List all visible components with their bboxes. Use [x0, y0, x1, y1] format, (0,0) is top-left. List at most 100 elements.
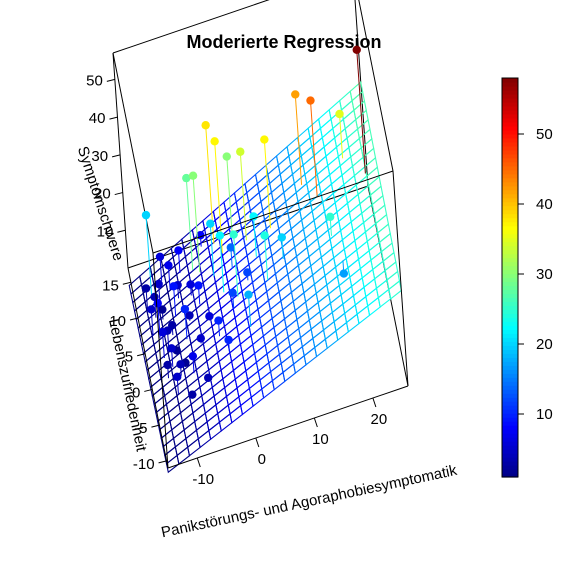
surface-cell [250, 326, 264, 346]
surface-cell [181, 411, 196, 431]
data-point [164, 261, 173, 270]
surface-cell [318, 238, 333, 259]
colorbar-tick-label: 10 [536, 406, 553, 423]
surface-cell [267, 290, 282, 311]
data-point [249, 212, 258, 221]
surface-cell [198, 254, 213, 275]
surface-cell [208, 421, 222, 441]
surface-cell [232, 299, 247, 319]
box-edge [354, 0, 369, 187]
surface-cell [287, 327, 302, 348]
surface-cell [193, 290, 208, 310]
surface-cell [309, 127, 323, 148]
surface-cell [278, 345, 293, 365]
colorbar-segment [502, 385, 518, 390]
surface-cell [213, 325, 227, 345]
colorbar-segment [502, 429, 518, 434]
data-point [260, 135, 269, 144]
surface-cell [185, 368, 199, 389]
surface-cell [260, 191, 274, 212]
data-point [214, 316, 223, 325]
data-point [154, 279, 163, 289]
surface-cell [349, 81, 364, 102]
surface-cell [248, 379, 263, 399]
surface-cell [197, 429, 212, 449]
surface-cell [178, 394, 192, 414]
surface-cell [369, 185, 384, 206]
data-point [188, 351, 198, 361]
data-point [185, 311, 194, 320]
surface-cell [270, 182, 285, 203]
surface-cell [215, 395, 229, 415]
surface-cell [290, 219, 305, 240]
surface-cell [301, 274, 316, 294]
colorbar-segment [502, 421, 518, 426]
data-point [158, 305, 167, 314]
colorbar-segment [502, 153, 518, 159]
surface-cell [234, 307, 248, 328]
surface-cell [269, 173, 283, 194]
y-tick-mark [151, 424, 160, 428]
surface-cell [239, 334, 254, 355]
colorbar-segment [502, 141, 518, 147]
colorbar-segment [502, 281, 518, 287]
data-point [260, 231, 269, 240]
surface-cell [271, 371, 286, 391]
surface-cell [308, 246, 322, 267]
colorbar-segment [502, 325, 518, 330]
colorbar-segment [502, 417, 518, 422]
surface-cell [218, 412, 233, 432]
surface-cell [295, 246, 310, 267]
surface-cell [291, 345, 305, 366]
surface-cell [220, 360, 235, 380]
surface-cell [277, 154, 292, 176]
surface-cell [291, 164, 306, 185]
colorbar-segment [502, 221, 518, 227]
surface-cell [377, 223, 391, 244]
data-point [226, 243, 236, 252]
surface-cell [160, 368, 175, 389]
box-edge [112, 0, 270, 54]
y-tick-label: -5 [134, 420, 147, 437]
surface-cell [311, 265, 326, 286]
surface-cell [276, 273, 291, 293]
surface-cell [380, 242, 395, 263]
surface-cell [257, 299, 271, 320]
box-edge [127, 185, 369, 269]
surface-cell [384, 261, 399, 281]
surface-cell [262, 263, 277, 284]
colorbar-segment [502, 453, 518, 458]
surface-cell [294, 237, 308, 258]
colorbar-segment [502, 201, 518, 207]
colorbar-segment [502, 369, 518, 374]
data-point [163, 360, 172, 370]
surface-cell [313, 145, 327, 167]
point-dropline [264, 235, 269, 281]
point-dropline [356, 49, 366, 174]
surface-cell [236, 316, 250, 337]
surface-cell [289, 273, 303, 294]
surface-cell [289, 336, 303, 357]
colorbar-segment [502, 197, 518, 203]
surface-cell [220, 298, 234, 319]
z-tick-label: 10 [97, 223, 114, 240]
colorbar-segment [502, 409, 518, 414]
surface-cell [288, 209, 303, 230]
surface-cell [295, 182, 310, 203]
surface-cell [314, 155, 329, 176]
z-axis-ticks: 10 20 30 40 50 [86, 72, 126, 240]
colorbar-segment [502, 149, 518, 155]
colorbar-segment [502, 261, 518, 267]
surface-cell [278, 282, 293, 302]
surface-cell [306, 301, 321, 322]
colorbar-segment [502, 277, 518, 283]
surface-cell [204, 403, 219, 423]
colorbar-segment [502, 129, 518, 135]
x-tick-mark [196, 457, 201, 468]
y-tick-label: -10 [133, 456, 155, 473]
colorbar-segment [502, 473, 518, 478]
data-point [174, 246, 183, 255]
point-dropline [247, 294, 252, 327]
surface-cell [301, 210, 315, 231]
x-tick-mark [372, 397, 377, 408]
